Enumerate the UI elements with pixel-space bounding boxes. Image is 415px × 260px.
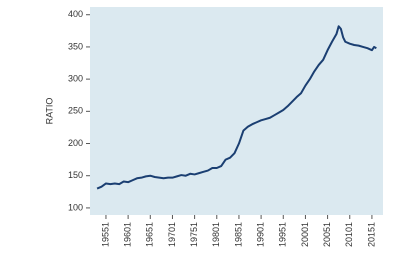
x-tick-label: 19651 bbox=[145, 222, 155, 247]
x-tick-label: 20151 bbox=[366, 222, 376, 247]
x-tick-label: 19751 bbox=[189, 222, 199, 247]
x-tick-label: 20001 bbox=[300, 222, 310, 247]
x-tick-label: 19801 bbox=[211, 222, 221, 247]
x-tick-label: 19951 bbox=[278, 222, 288, 247]
x-tick-label: 19601 bbox=[122, 222, 132, 247]
x-tick-label: 20101 bbox=[344, 222, 354, 247]
x-tick-label: 19851 bbox=[233, 222, 243, 247]
y-tick-label: 150 bbox=[68, 170, 83, 180]
y-tick-label: 400 bbox=[68, 9, 83, 19]
x-tick-label: 20051 bbox=[322, 222, 332, 247]
x-tick-label: 19901 bbox=[255, 222, 265, 247]
y-axis-label: RATIO bbox=[44, 98, 54, 125]
plot-area bbox=[90, 7, 383, 215]
data-line bbox=[96, 25, 377, 190]
x-tick-label: 19701 bbox=[167, 222, 177, 247]
y-tick-label: 100 bbox=[68, 202, 83, 212]
y-tick-label: 350 bbox=[68, 41, 83, 51]
y-tick-label: 200 bbox=[68, 138, 83, 148]
x-tick-label: 19551 bbox=[100, 222, 110, 247]
y-tick-label: 250 bbox=[68, 106, 83, 116]
y-tick-label: 300 bbox=[68, 73, 83, 83]
